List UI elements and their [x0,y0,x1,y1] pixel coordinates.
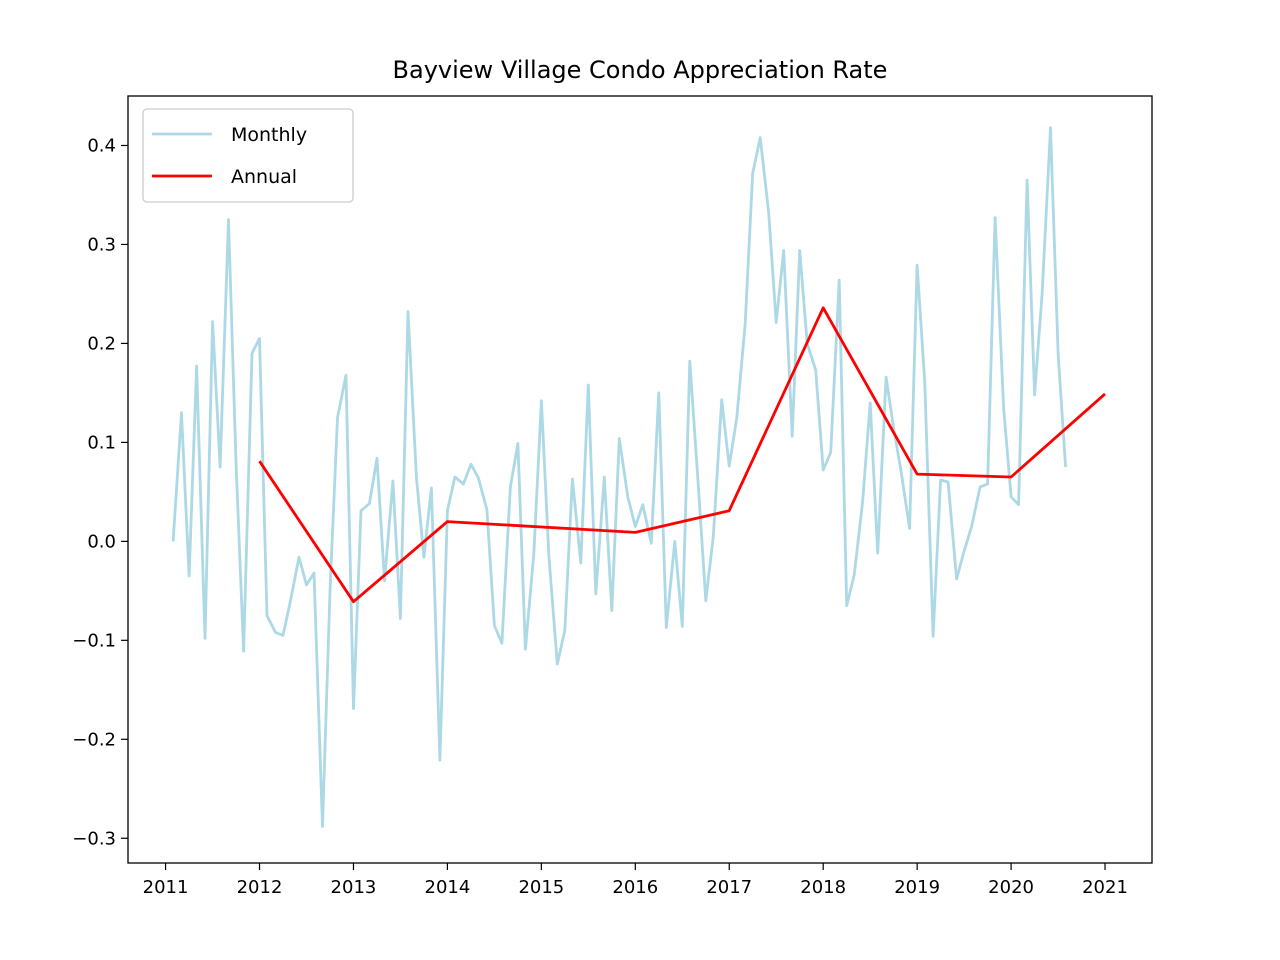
y-tick-label: −0.3 [72,828,116,849]
x-tick-label: 2016 [612,877,658,898]
plot-frame [127,95,1153,864]
y-tick-label: 0.2 [87,333,116,354]
plot-area [171,126,1106,828]
y-tick-label: −0.2 [72,729,116,750]
legend-box [142,108,354,203]
x-tick-label: 2019 [894,877,940,898]
series-line-annual [258,306,1106,604]
x-tick-label: 2013 [331,877,377,898]
y-axis: −0.3 −0.2 −0.1 0.0 0.1 0.2 0.3 0.4 [72,135,128,849]
series-annual [258,306,1106,604]
x-tick-label: 2014 [425,877,471,898]
x-axis: 2011 2012 2013 2014 2015 2016 2017 2018 2019 2020… [143,863,1128,898]
series-monthly [171,126,1067,828]
legend-label-annual: Annual [231,166,297,188]
y-tick-label: 0.1 [87,432,116,453]
y-tick-label: 0.3 [87,234,116,255]
x-tick-label: 2015 [518,877,564,898]
legend: Monthly Annual [142,108,354,203]
x-tick-label: 2020 [988,877,1034,898]
x-tick-label: 2011 [143,877,189,898]
x-tick-label: 2017 [706,877,752,898]
x-tick-label: 2018 [800,877,846,898]
series-line-monthly [171,126,1067,828]
y-tick-label: 0.4 [87,135,116,156]
chart-title: Bayview Village Condo Appreciation Rate [393,56,888,84]
y-tick-label: −0.1 [72,630,116,651]
x-tick-label: 2021 [1082,877,1128,898]
x-tick-label: 2012 [237,877,283,898]
y-tick-label: 0.0 [87,531,116,552]
legend-label-monthly: Monthly [231,124,307,146]
